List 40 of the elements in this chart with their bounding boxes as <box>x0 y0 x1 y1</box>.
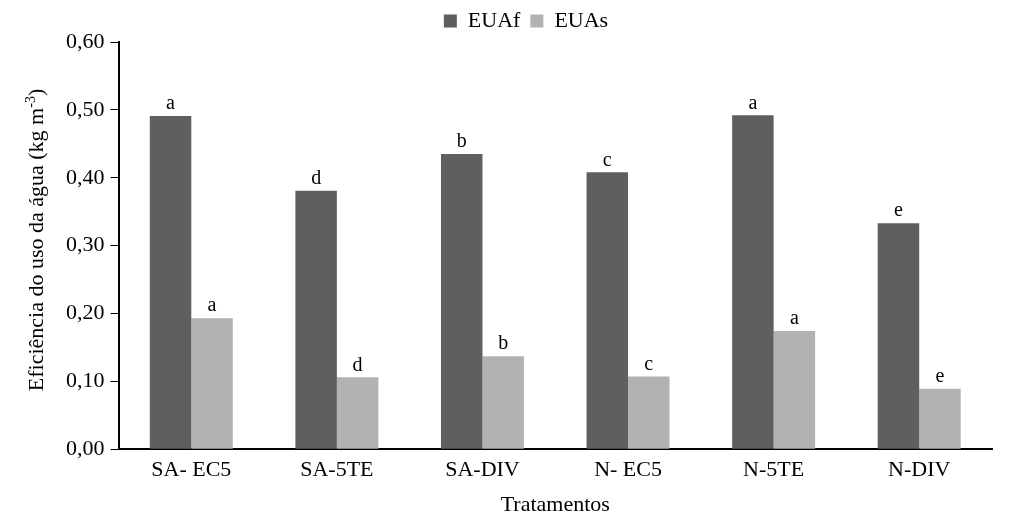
annotation: c <box>602 147 612 170</box>
bar <box>149 115 192 449</box>
annotation: a <box>207 293 217 316</box>
x-tick-label: N- EC5 <box>594 456 662 482</box>
bar <box>191 318 233 449</box>
y-tick-label: 0,30 <box>66 231 105 257</box>
bar <box>877 223 920 449</box>
bar <box>919 388 961 449</box>
bar <box>732 115 774 449</box>
annotation: a <box>789 306 799 329</box>
annotation: c <box>644 351 654 374</box>
legend-label: EUAs <box>554 6 609 32</box>
x-tick-label: SA-DIV <box>445 456 520 482</box>
bar <box>440 153 483 449</box>
legend-label: EUAf <box>467 6 522 32</box>
bar <box>586 172 629 449</box>
bar <box>628 376 670 449</box>
y-tick-label: 0,60 <box>66 27 105 53</box>
x-axis-title: Tratamentos <box>500 490 610 516</box>
y-tick-label: 0,10 <box>66 367 105 393</box>
annotation: a <box>748 90 758 113</box>
x-tick-label: N-5TE <box>743 456 805 482</box>
annotation: a <box>166 91 176 114</box>
bar <box>295 190 337 449</box>
bar <box>482 356 524 449</box>
y-tick-label: 0,20 <box>66 299 105 325</box>
x-tick-label: SA-5TE <box>300 456 374 482</box>
annotation: b <box>456 129 467 152</box>
x-tick-label: SA- EC5 <box>151 456 232 482</box>
y-tick-label: 0,00 <box>66 434 105 460</box>
y-tick-label: 0,40 <box>66 163 105 189</box>
annotation: e <box>935 364 945 387</box>
y-tick-label: 0,50 <box>66 95 105 121</box>
bar <box>773 331 816 449</box>
annotation: d <box>352 352 363 375</box>
annotation: d <box>311 165 322 188</box>
x-tick-label: N-DIV <box>888 456 951 482</box>
annotation: e <box>894 198 904 221</box>
annotation: b <box>498 331 509 354</box>
bar <box>336 377 379 449</box>
